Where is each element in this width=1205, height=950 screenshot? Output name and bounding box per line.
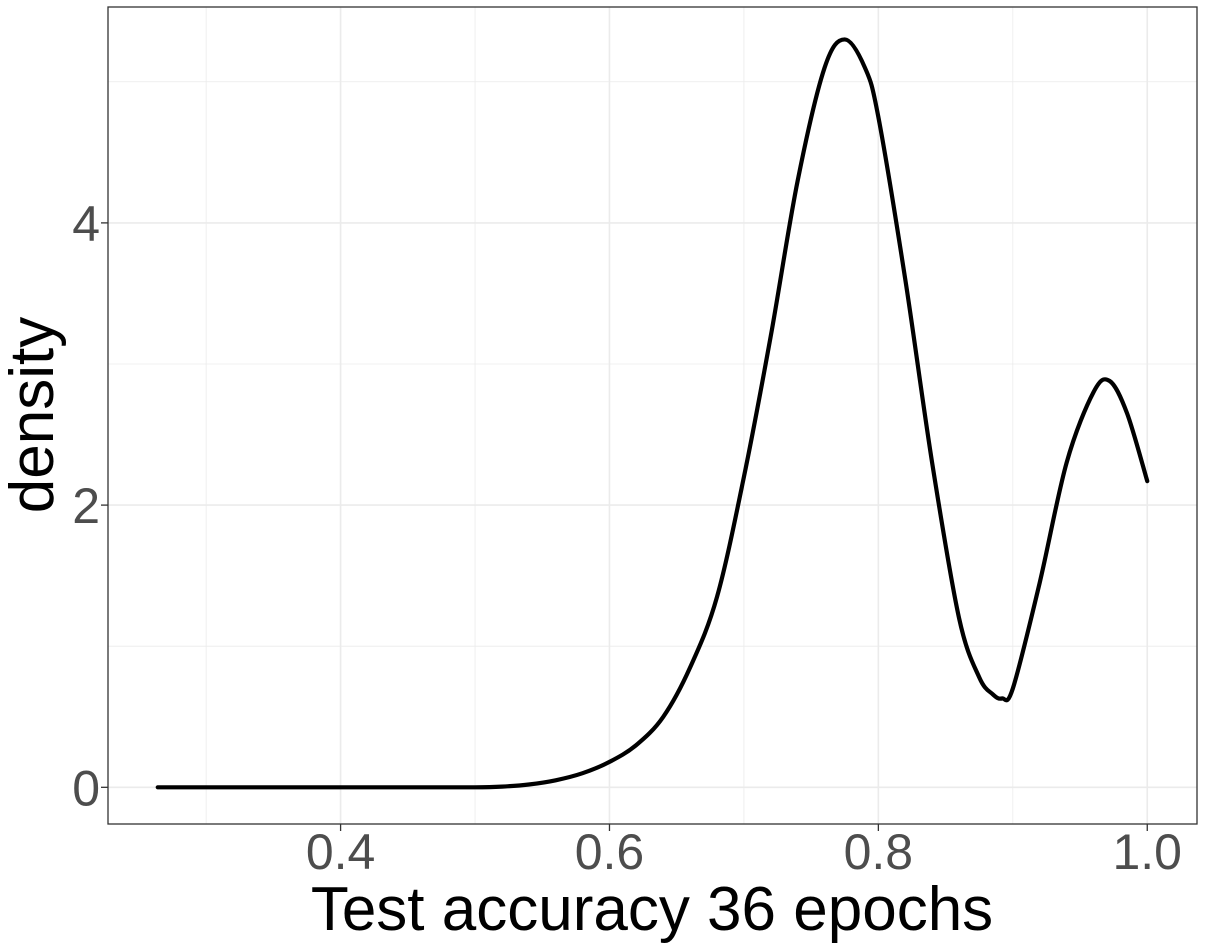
plot-panel-background bbox=[108, 7, 1197, 824]
y-tick-label: 0 bbox=[72, 760, 100, 816]
x-tick-label: 0.8 bbox=[844, 824, 914, 880]
minor-gridlines bbox=[108, 7, 1197, 824]
x-axis-title: Test accuracy 36 epochs bbox=[311, 875, 993, 944]
density-curve bbox=[155, 37, 1150, 790]
series-layer bbox=[155, 37, 1150, 790]
y-tick-label: 4 bbox=[72, 196, 100, 252]
y-axis-ticks: 0 2 4 bbox=[72, 196, 108, 816]
x-tick-label: 0.4 bbox=[306, 824, 376, 880]
y-axis-title: density bbox=[0, 317, 67, 513]
x-tick-label: 1.0 bbox=[1112, 824, 1182, 880]
plot-panel-border bbox=[107, 6, 1198, 825]
x-tick-label: 0.6 bbox=[575, 824, 645, 880]
x-axis-ticks: 0.4 0.6 0.8 1.0 bbox=[306, 824, 1182, 880]
y-tick-label: 2 bbox=[72, 478, 100, 534]
